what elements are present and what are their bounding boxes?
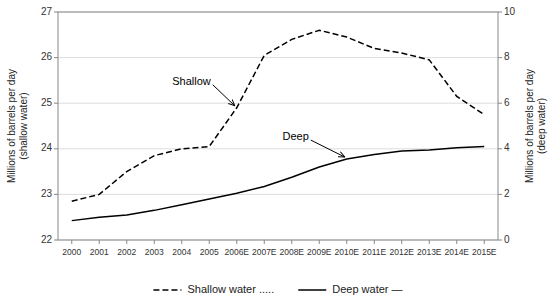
y-axis: 22 23 24 25 26 27 — [41, 6, 58, 245]
y2-tick-label: 10 — [504, 6, 516, 17]
grid-line — [58, 194, 498, 195]
x-tick — [429, 240, 430, 244]
legend-item: Shallow water ..... — [153, 283, 274, 295]
y-tick — [54, 57, 58, 58]
chart: 2223242526270246810200020012002200320042… — [0, 0, 556, 302]
x-tick — [291, 240, 292, 244]
x-tick-label: 2004 — [172, 247, 191, 257]
y2-axis-label-line: Millions of barrels per day — [524, 69, 535, 183]
legend-swatch — [298, 289, 326, 291]
y2-tick — [498, 148, 502, 149]
x-tick — [346, 240, 347, 244]
x-tick-label: 2006E — [224, 247, 249, 257]
x-tick-label: 2013E — [417, 247, 442, 257]
series-group — [72, 30, 485, 220]
x-tick — [71, 240, 72, 244]
annotation-arrow — [311, 140, 345, 157]
x-tick-label: 2014E — [444, 247, 469, 257]
x-tick — [456, 240, 457, 244]
annotation-arrow — [213, 85, 235, 106]
y2-tick-label: 6 — [504, 97, 510, 108]
y-tick-label: 26 — [41, 51, 53, 62]
y2-tick — [498, 57, 502, 58]
x-tick — [236, 240, 237, 244]
y-tick-label: 25 — [41, 97, 53, 108]
grid — [58, 12, 498, 240]
legend-label: Shallow water ..... — [187, 283, 274, 295]
y-tick — [54, 12, 58, 13]
y-tick-label: 27 — [41, 6, 53, 17]
x-tick-label: 2010E — [334, 247, 359, 257]
series-line — [72, 30, 485, 201]
x-tick-label: 2008E — [279, 247, 304, 257]
x-tick — [99, 240, 100, 244]
plot-frame — [58, 12, 498, 240]
x-tick-label: 2012E — [389, 247, 414, 257]
x-tick-label: 2015E — [472, 247, 497, 257]
y2-axis: 0 2 4 6 8 10 — [498, 6, 516, 245]
x-tick-label: 2007E — [252, 247, 277, 257]
x-tick-label: 2002 — [117, 247, 136, 257]
y-tick — [54, 148, 58, 149]
annotation: Shallow — [172, 75, 211, 87]
x-tick — [126, 240, 127, 244]
y2-tick — [498, 103, 502, 104]
legend-swatch — [153, 289, 181, 291]
annotations: Shallow Deep — [172, 75, 345, 157]
x-tick — [209, 240, 210, 244]
x-tick — [484, 240, 485, 244]
series-line — [72, 147, 485, 221]
y2-tick-label: 0 — [504, 234, 510, 245]
y-axis-label-line: Millions of barrels per day — [6, 69, 17, 183]
x-tick-label: 2009E — [307, 247, 332, 257]
x-tick — [181, 240, 182, 244]
y-tick — [54, 103, 58, 104]
x-tick — [319, 240, 320, 244]
y2-tick — [498, 240, 502, 241]
x-tick-label: 2003 — [145, 247, 164, 257]
x-tick — [154, 240, 155, 244]
x-tick — [374, 240, 375, 244]
y-tick-label: 22 — [41, 234, 53, 245]
legend-item: Deep water — — [298, 283, 402, 295]
x-tick-label: 2005 — [200, 247, 219, 257]
legend: Shallow water ..... Deep water — — [153, 283, 402, 295]
y2-tick-label: 4 — [504, 142, 510, 153]
y2-tick — [498, 194, 502, 195]
y-tick-label: 23 — [41, 188, 53, 199]
grid-line — [58, 103, 498, 104]
x-tick-label: 2000 — [62, 247, 81, 257]
y-tick-label: 24 — [41, 142, 53, 153]
x-tick — [264, 240, 265, 244]
y2-tick — [498, 12, 502, 13]
y-tick — [54, 240, 58, 241]
x-tick — [401, 240, 402, 244]
x-tick-label: 2001 — [90, 247, 109, 257]
y-axis-label: Millions of barrels per day(shallow wate… — [6, 69, 29, 183]
x-axis: 2000200120022003200420052006E2007E2008E2… — [62, 240, 497, 257]
y2-tick-label: 8 — [504, 51, 510, 62]
y2-axis-label: Millions of barrels per day(deep water) — [524, 69, 547, 183]
legend-label: Deep water — — [332, 283, 402, 295]
y-tick — [54, 194, 58, 195]
y-axis-label-line: (shallow water) — [18, 92, 29, 159]
y2-axis-label-line: (deep water) — [536, 98, 547, 154]
chart-container: 2223242526270246810200020012002200320042… — [0, 0, 556, 302]
y2-tick-label: 2 — [504, 188, 510, 199]
annotation: Deep — [282, 130, 308, 142]
x-tick-label: 2011E — [362, 247, 386, 257]
grid-line — [58, 57, 498, 58]
